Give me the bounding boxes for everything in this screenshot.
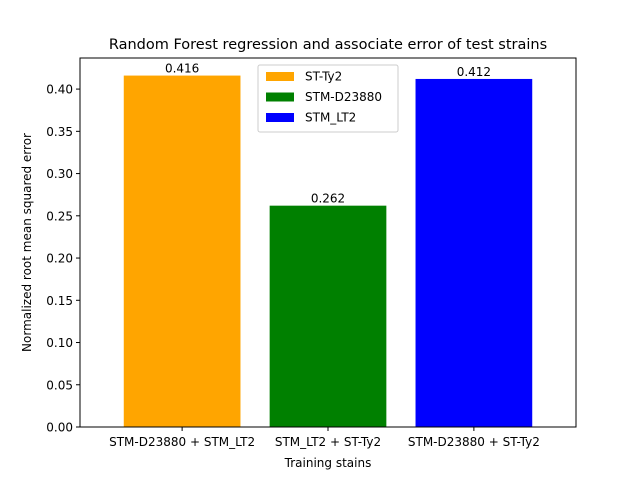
bar — [269, 205, 387, 427]
legend-label: STM-D23880 — [305, 90, 382, 104]
bar-value-label: 0.262 — [311, 192, 345, 206]
x-axis: STM-D23880 + STM_LT2 STM_LT2 + ST-Ty2 STM-… — [109, 427, 540, 449]
x-tick-label: STM-D23880 + STM_LT2 — [109, 435, 255, 449]
y-tick-label: 0.20 — [46, 252, 73, 266]
bar — [415, 78, 533, 427]
bars — [123, 75, 533, 428]
bar-value-label: 0.416 — [165, 62, 199, 76]
legend-label: STM_LT2 — [305, 111, 356, 125]
y-tick-label: 0.10 — [46, 336, 73, 350]
chart-title: Random Forest regression and associate e… — [109, 37, 547, 53]
x-tick-label: STM-D23880 + ST-Ty2 — [408, 435, 540, 449]
y-tick-label: 0.35 — [46, 125, 73, 139]
data-labels: 0.416 0.262 0.412 — [165, 62, 491, 206]
x-axis-label: Training stains — [284, 456, 372, 470]
y-tick-label: 0.00 — [46, 421, 73, 435]
legend: ST-Ty2 STM-D23880 STM_LT2 — [257, 64, 399, 133]
bar — [123, 75, 241, 428]
legend-swatch — [266, 113, 294, 122]
y-tick-label: 0.30 — [46, 167, 73, 181]
legend-label: ST-Ty2 — [305, 70, 342, 84]
legend-swatch — [266, 72, 294, 81]
legend-swatch — [266, 92, 294, 102]
y-tick-label: 0.15 — [46, 294, 73, 308]
plot-frame — [79, 57, 577, 428]
y-tick-label: 0.25 — [46, 209, 73, 223]
x-tick-label: STM_LT2 + ST-Ty2 — [275, 435, 381, 449]
bar-value-label: 0.412 — [457, 65, 491, 79]
y-tick-label: 0.05 — [46, 378, 73, 392]
y-axis-label: Normalized root mean squared error — [20, 133, 34, 352]
y-tick-label: 0.40 — [46, 83, 73, 97]
y-axis: 0.00 0.05 0.10 0.15 0.20 0.25 0.30 0.35 0.40 — [46, 83, 80, 435]
